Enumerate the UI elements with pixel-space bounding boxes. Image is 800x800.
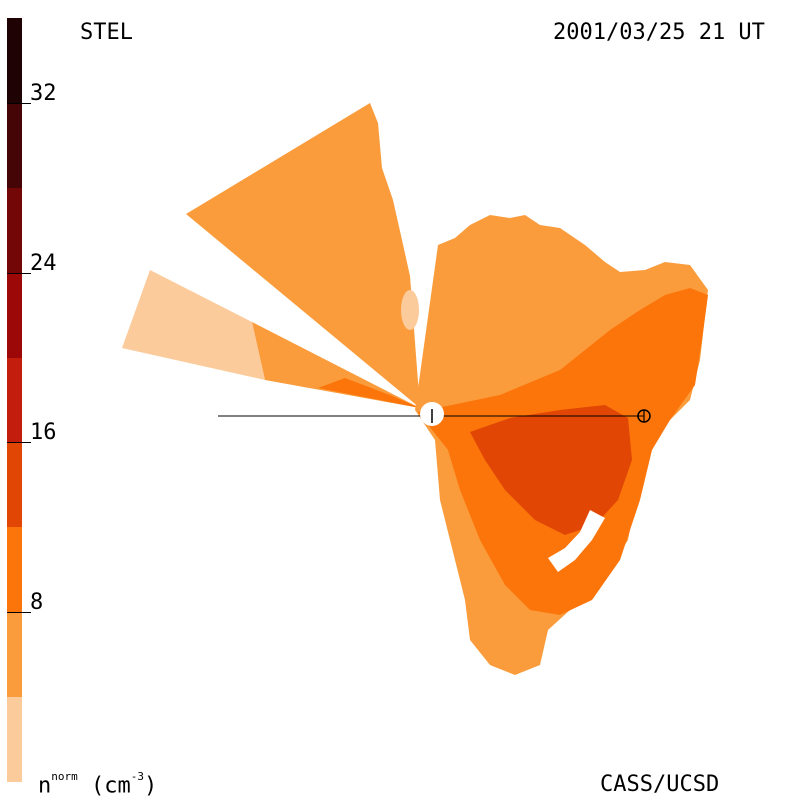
timestamp-label: 2001/03/25 21 UT bbox=[553, 20, 765, 45]
credit-label: CASS/UCSD bbox=[600, 772, 720, 797]
colorbar-unit-label: nnorm (cm-3) bbox=[38, 770, 158, 799]
colorbar-tick-mark bbox=[7, 103, 31, 104]
blob-core bbox=[470, 405, 632, 535]
light-spot bbox=[401, 290, 419, 330]
colorbar-segment bbox=[7, 697, 22, 782]
wedge-left-pale bbox=[122, 270, 265, 380]
colorbar-tick-label: 32 bbox=[30, 81, 57, 106]
colorbar-tick-label: 8 bbox=[30, 590, 44, 615]
colorbar-segment bbox=[7, 187, 22, 273]
wedge-left-dark-patch bbox=[318, 378, 420, 408]
colorbar-segment bbox=[7, 18, 22, 103]
colorbar-tick-mark bbox=[7, 273, 31, 274]
wedge-upper-left bbox=[186, 103, 420, 408]
gap-arc bbox=[548, 510, 605, 572]
colorbar-segment bbox=[7, 612, 22, 698]
density-colorbar bbox=[7, 18, 22, 782]
colorbar-segment bbox=[7, 272, 22, 358]
colorbar-tick-label: 24 bbox=[30, 251, 57, 276]
wedge-left-inner bbox=[252, 322, 420, 408]
colorbar-segment bbox=[7, 357, 22, 443]
colorbar-tick-mark bbox=[7, 442, 31, 443]
colorbar-segment bbox=[7, 527, 22, 613]
colorbar-tick-mark bbox=[7, 612, 31, 613]
instrument-label: STEL bbox=[80, 20, 133, 45]
colorbar-segment bbox=[7, 102, 22, 188]
colorbar-segment bbox=[7, 442, 22, 528]
colorbar-tick-label: 16 bbox=[30, 420, 57, 445]
